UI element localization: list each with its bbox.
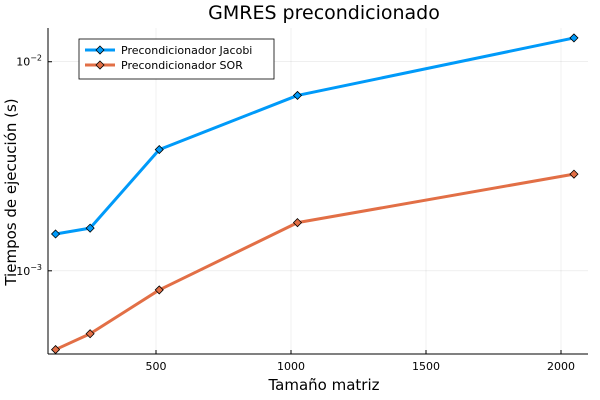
legend-swatch-marker [95,60,105,70]
x-tick-label: 1500 [412,360,440,373]
legend-box [78,38,275,80]
data-point-marker [154,145,164,155]
data-point-marker [154,285,164,295]
x-axis-title: Tamaño matriz [267,376,379,394]
data-point-marker [569,33,579,43]
data-point-marker [50,229,61,239]
data-point-marker [85,329,95,339]
data-point-marker [50,345,61,355]
x-tick-label: 1000 [277,360,305,373]
legend-label: Precondicionador Jacobi [121,44,252,57]
plot-background [48,28,588,354]
legend-swatch-marker [95,45,105,55]
y-tick-label: 10−3 [16,263,42,278]
legend-label: Precondicionador SOR [121,59,243,72]
y-axis-title: Tiempos de ejecución (s) [2,98,20,286]
data-point-marker [85,223,95,233]
legend: Precondicionador Jacobi Precondicionador … [78,38,275,80]
x-tick-label: 500 [146,360,167,373]
plot-area: 500 1000 1500 2000 10−3 10−2 [16,28,588,373]
data-point-marker [569,169,579,179]
x-tick-label: 2000 [547,360,575,373]
y-tick-label: 10−2 [16,54,42,69]
chart-title: GMRES precondicionado [208,2,440,24]
data-point-marker [292,90,303,100]
data-point-marker [292,218,303,228]
